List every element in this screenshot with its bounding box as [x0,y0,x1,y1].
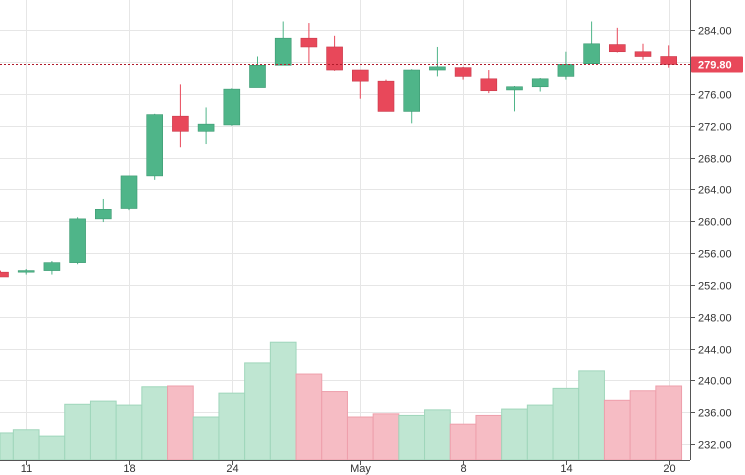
volume-bar-up [526,404,554,461]
y-tick-label: 244.00 [698,345,732,357]
last-price-tag [691,56,743,73]
candle-body-up [249,64,266,88]
candle-body-down [454,67,472,77]
x-tick-label: 18 [123,463,135,475]
date-axis: 11 18 24 May 8 14 20 [0,460,690,475]
volume-bar-up [0,432,14,461]
volume-bar-up [141,386,169,461]
volume-bar-down [629,390,657,461]
volume-bar-down [167,385,194,461]
last-price-marker: 279.80 [0,56,743,73]
price-candles [0,21,678,278]
candle-body-up [95,209,112,220]
y-tick-label: 268.00 [698,154,732,166]
y-tick-label: 240.00 [698,376,732,388]
candle-body-up [506,86,523,91]
y-tick-label: 256.00 [698,249,732,261]
volume-bar-up [424,409,451,461]
volume-bar-up [398,414,426,461]
volume-bar-up [12,429,40,461]
volume-bar-up [578,370,605,461]
candle-body-down [300,37,318,48]
volume-bar-up [218,392,246,461]
candle-body-down [608,44,626,53]
volume-bar-up [89,400,117,461]
candle-body-up [429,66,446,71]
candle-body-down [172,115,189,132]
volume-bar-up [552,387,580,461]
candle-body-up [17,270,35,273]
candle-body-up [146,114,163,177]
volume-bar-up [501,408,528,461]
y-tick-label: 264.00 [698,185,732,197]
candle-body-up [197,123,215,132]
candle-body-down [377,80,395,112]
volume-bar-up [38,435,66,461]
candle-body-down [351,69,369,82]
candle-body-up [403,69,421,112]
candle-body-down [326,46,343,71]
candle-body-up [69,218,86,263]
volume-bars [0,341,683,461]
candle-body-down [660,56,678,65]
x-tick-label: May [350,463,371,475]
volume-bar-up [269,341,297,461]
candle-body-up [583,43,600,64]
volume-bar-down [655,385,683,461]
volume-bar-down [603,399,631,461]
volume-bar-down [346,416,374,461]
candle-body-down [0,271,9,278]
volume-bar-down [449,423,477,461]
x-tick-label: 20 [663,463,675,475]
price-axis: 232.00 236.00 240.00 244.00 248.00 252.00 256.… [690,0,732,460]
volume-bar-up [64,403,91,461]
candle-body-down [480,78,498,92]
volume-bar-down [321,391,348,461]
candle-body-up [274,37,292,66]
y-tick-label: 272.00 [698,122,732,134]
y-tick-label: 284.00 [698,26,732,38]
candle-body-up [223,88,241,126]
volume-bar-down [475,414,503,461]
x-tick-label: 11 [21,463,32,475]
y-tick-label: 232.00 [698,440,732,452]
volume-bar-down [372,413,400,461]
x-tick-label: 14 [560,463,572,475]
volume-bar-up [192,416,220,461]
y-tick-label: 260.00 [698,217,732,229]
candle-body-up [43,262,61,271]
y-tick-label: 276.00 [698,90,732,102]
y-tick-label: 248.00 [698,313,732,325]
x-tick-label: 8 [460,463,466,475]
y-tick-label: 252.00 [698,281,732,293]
volume-bar-up [244,362,271,461]
candle-body-down [634,51,652,57]
candle-body-up [120,175,138,209]
last-price-label: 279.80 [698,60,732,72]
volume-bar-up [115,404,143,461]
x-tick-label: 24 [226,463,238,475]
candle-body-up [531,78,549,88]
grid-lines [0,0,690,460]
volume-bar-down [295,373,323,461]
candle-body-up [557,64,575,77]
y-tick-label: 236.00 [698,408,732,420]
